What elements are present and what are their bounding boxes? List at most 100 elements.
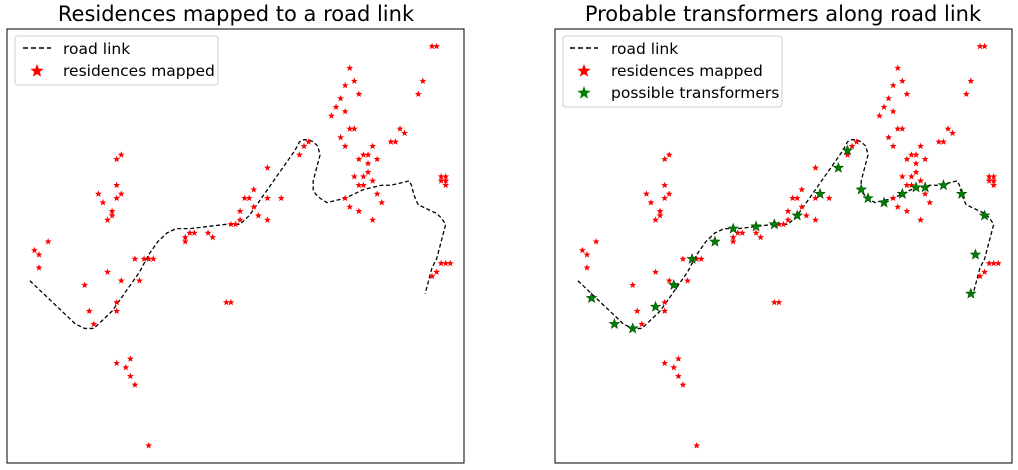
residence-point [661, 194, 669, 202]
residence-point [236, 216, 244, 223]
residence-point [583, 251, 591, 258]
legend-star-icon [30, 64, 44, 77]
transformer-point [668, 279, 680, 290]
residence-point [903, 90, 911, 98]
legend-residence-swatch [577, 64, 591, 77]
transformer-point [841, 144, 854, 156]
residence-point [981, 42, 988, 50]
residence-point [775, 220, 783, 228]
transformer-point [978, 209, 991, 221]
residence-point [378, 199, 386, 206]
transformer-point [862, 192, 874, 204]
residence-point [674, 355, 682, 362]
residence-point [126, 355, 134, 362]
residence-point [734, 229, 742, 236]
residence-point [437, 172, 445, 180]
residence-point [784, 207, 792, 215]
residence-point [885, 133, 893, 141]
residence-point [903, 155, 911, 163]
residence-point [738, 229, 746, 236]
residence-point [990, 259, 998, 267]
residence-point [912, 151, 920, 158]
residence-point [341, 81, 349, 89]
residence-point [437, 259, 445, 267]
residence-point [885, 94, 893, 102]
residence-point [825, 194, 833, 202]
residence-point [880, 103, 888, 111]
residence-point [204, 229, 212, 236]
residence-point [844, 151, 851, 158]
residence-point [145, 255, 153, 262]
residence-point [250, 203, 258, 210]
residence-point [117, 190, 125, 197]
residence-point [876, 112, 883, 119]
residence-point [264, 216, 271, 223]
residence-point [360, 172, 367, 180]
transformer-point [649, 300, 662, 312]
transformer-point [727, 222, 739, 234]
residence-point [369, 177, 377, 184]
residence-point [894, 203, 902, 210]
residence-point [898, 172, 906, 180]
residence-point [241, 194, 249, 202]
residence-point [661, 359, 669, 367]
residence-point [780, 220, 787, 228]
residence-point [369, 142, 377, 150]
residence-point [113, 181, 121, 189]
legend: road link residences mapped possible tra… [562, 35, 783, 108]
residence-point [364, 168, 372, 176]
transformer-point [910, 181, 922, 193]
residence-point [652, 268, 659, 275]
residence-point [729, 233, 737, 241]
residence-point [369, 216, 377, 223]
residence-point [364, 151, 372, 158]
residence-point [642, 190, 650, 197]
residence-point [889, 81, 897, 89]
legend-box [14, 35, 219, 86]
residence-point [136, 277, 143, 284]
residence-point [889, 142, 897, 150]
residence-point [793, 194, 801, 202]
residence-point [903, 181, 911, 189]
residence-point [898, 77, 906, 84]
residence-point [113, 359, 121, 367]
residence-point [341, 194, 349, 202]
transformer-point [686, 252, 698, 264]
residence-point [935, 138, 943, 145]
residence-point [360, 181, 367, 189]
plot-frame [554, 28, 1013, 464]
residence-point [684, 277, 691, 284]
residence-point [802, 212, 810, 219]
residence-point [889, 194, 897, 202]
residence-point [674, 372, 682, 380]
transformer-point [709, 235, 721, 247]
residence-point [254, 212, 262, 219]
residence-point [44, 238, 52, 245]
transformer-point [814, 187, 826, 199]
residence-point [277, 194, 285, 202]
panel-title: Probable transformers along road link [585, 2, 982, 26]
legend-residence-label: residences mapped [611, 62, 763, 80]
residence-point [113, 155, 121, 163]
transformer-point [832, 161, 845, 173]
residence-point [917, 216, 925, 223]
residence-point [583, 264, 591, 271]
residence-point [921, 190, 929, 197]
residence-point [633, 307, 641, 315]
residence-point [296, 151, 303, 158]
residence-point [665, 190, 673, 197]
residence-point [661, 298, 669, 306]
transformer-point [768, 218, 781, 230]
residences-layer [31, 42, 454, 449]
residence-point [337, 94, 345, 102]
residence-point [181, 238, 189, 245]
residence-point [232, 220, 239, 228]
residence-point [350, 77, 358, 84]
residence-point [647, 199, 655, 206]
residence-point [355, 207, 363, 215]
transformer-point [955, 187, 968, 199]
transformer-point [750, 220, 762, 232]
residence-point [679, 255, 687, 262]
residence-point [433, 42, 440, 50]
